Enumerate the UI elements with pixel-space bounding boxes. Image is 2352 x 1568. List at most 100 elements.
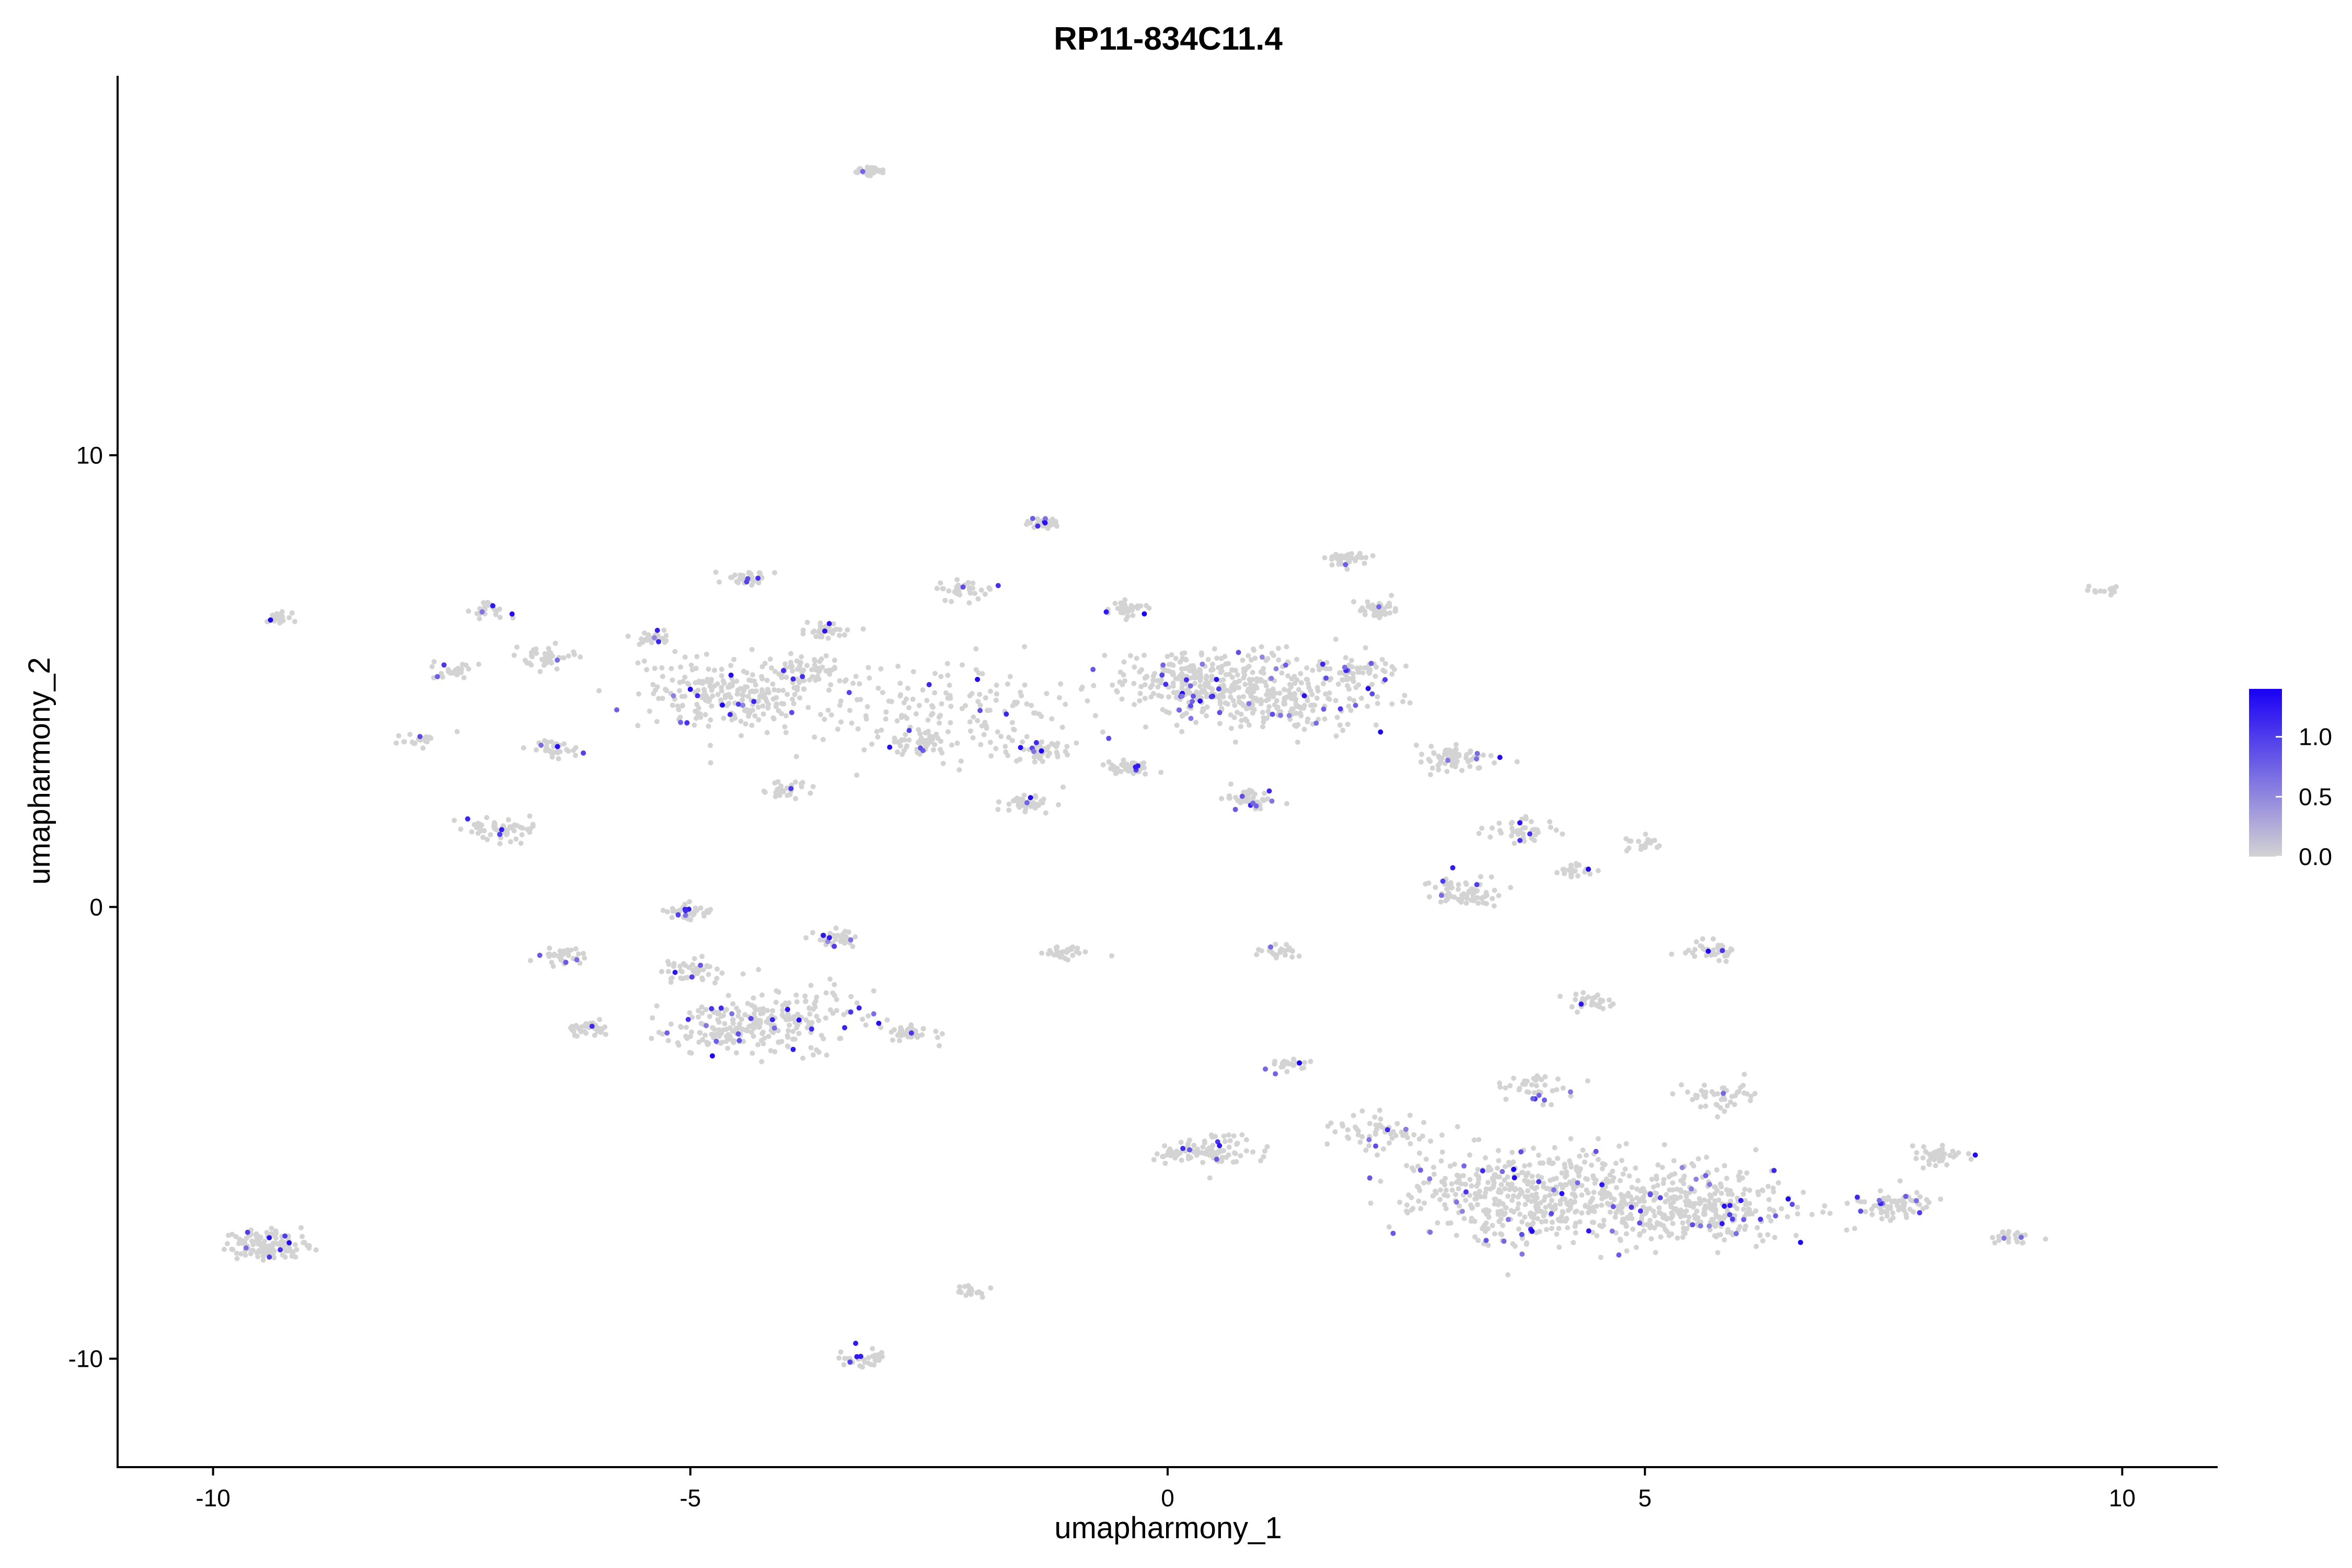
cell-point bbox=[1144, 674, 1149, 679]
cell-point bbox=[1420, 1133, 1425, 1139]
cell-point bbox=[1518, 1149, 1524, 1155]
cell-point bbox=[394, 740, 399, 746]
cell-point bbox=[1595, 1136, 1601, 1142]
cell-point bbox=[518, 840, 524, 846]
cell-point bbox=[730, 1001, 736, 1007]
cell-point bbox=[1438, 1158, 1444, 1164]
cell-point bbox=[1418, 759, 1424, 765]
cell-point bbox=[1531, 1090, 1537, 1096]
cell-point bbox=[1902, 1200, 1908, 1206]
cell-point bbox=[1515, 832, 1521, 837]
cell-point bbox=[812, 734, 817, 740]
cell-point bbox=[1747, 1098, 1753, 1103]
cell-point bbox=[783, 674, 789, 680]
cell-point bbox=[1680, 1235, 1686, 1240]
cell-point bbox=[979, 671, 985, 676]
cell-point bbox=[1955, 1150, 1961, 1156]
cell-point bbox=[722, 1008, 728, 1013]
cell-point bbox=[1498, 830, 1504, 836]
cell-point bbox=[1460, 1173, 1466, 1179]
cell-point bbox=[665, 959, 671, 964]
cell-point bbox=[1728, 1230, 1734, 1236]
cell-point bbox=[736, 1024, 742, 1030]
cell-point bbox=[458, 666, 464, 672]
cell-point bbox=[2000, 1229, 2006, 1235]
cell-point bbox=[1259, 644, 1264, 650]
cell-point bbox=[1390, 1129, 1396, 1135]
cell-point bbox=[822, 628, 828, 634]
cell-point bbox=[2019, 1235, 2024, 1240]
cell-point bbox=[1037, 754, 1043, 759]
cell-point bbox=[1682, 1213, 1688, 1218]
cell-point bbox=[688, 662, 694, 668]
cell-point bbox=[1370, 602, 1375, 608]
cell-point bbox=[1365, 704, 1370, 709]
cell-point bbox=[1421, 1180, 1427, 1186]
cell-point bbox=[1258, 1158, 1263, 1163]
cell-point bbox=[1540, 1160, 1546, 1166]
cell-point bbox=[1589, 999, 1595, 1005]
cell-point bbox=[1661, 1215, 1666, 1220]
cell-point bbox=[903, 732, 908, 737]
cell-point bbox=[772, 1049, 778, 1055]
cell-point bbox=[803, 998, 809, 1004]
cell-point bbox=[699, 1010, 705, 1016]
cell-point bbox=[1146, 605, 1152, 611]
cell-point bbox=[1328, 676, 1334, 682]
cell-point bbox=[1484, 892, 1490, 898]
cell-point bbox=[1546, 1160, 1552, 1165]
cell-point bbox=[797, 679, 802, 685]
cell-point bbox=[1243, 1137, 1249, 1143]
cell-point bbox=[582, 955, 587, 961]
cell-point bbox=[527, 958, 533, 963]
cell-point bbox=[801, 678, 807, 684]
cell-point bbox=[1121, 757, 1126, 763]
cell-point bbox=[1724, 953, 1730, 959]
cell-point bbox=[854, 1354, 860, 1359]
cell-point bbox=[1333, 733, 1339, 739]
cell-point bbox=[1679, 1165, 1685, 1170]
cell-point bbox=[1216, 686, 1221, 692]
cell-point bbox=[945, 673, 951, 678]
cell-point bbox=[1913, 1156, 1919, 1161]
cell-point bbox=[841, 632, 847, 638]
cell-point bbox=[689, 1014, 695, 1020]
cell-point bbox=[693, 905, 698, 911]
cell-point bbox=[1170, 672, 1176, 677]
cell-point bbox=[1638, 1208, 1643, 1214]
cell-point bbox=[2092, 588, 2098, 594]
cell-point bbox=[1314, 695, 1320, 701]
cell-point bbox=[1797, 1240, 1803, 1246]
cell-point bbox=[1151, 1157, 1157, 1162]
cell-point bbox=[1162, 1160, 1168, 1166]
cell-point bbox=[1647, 1192, 1653, 1197]
cell-point bbox=[850, 681, 856, 686]
cell-point bbox=[1738, 1197, 1744, 1203]
cell-point bbox=[1054, 744, 1059, 750]
cell-point bbox=[1564, 1172, 1570, 1178]
cell-point bbox=[1125, 614, 1131, 619]
cell-point bbox=[1508, 833, 1514, 839]
cell-point bbox=[1327, 666, 1333, 672]
cell-point bbox=[1785, 1196, 1791, 1202]
cell-point bbox=[1520, 831, 1526, 837]
cell-point bbox=[267, 1245, 272, 1251]
cell-point bbox=[1552, 1202, 1558, 1208]
cell-point bbox=[592, 1032, 597, 1038]
cell-point bbox=[267, 1235, 272, 1241]
cell-point bbox=[1405, 1135, 1410, 1140]
cell-point bbox=[1387, 610, 1392, 616]
cell-point bbox=[1636, 838, 1641, 844]
cell-point bbox=[793, 796, 799, 801]
cell-point bbox=[313, 1247, 319, 1253]
cell-point bbox=[1623, 1141, 1629, 1147]
cell-point bbox=[537, 952, 543, 958]
cell-point bbox=[578, 654, 583, 660]
cell-point bbox=[550, 963, 556, 969]
cell-point bbox=[1508, 1185, 1513, 1191]
cell-point bbox=[1463, 1189, 1469, 1195]
cell-point bbox=[1456, 1186, 1461, 1192]
cell-point bbox=[1742, 1186, 1748, 1192]
cell-point bbox=[1681, 1225, 1686, 1231]
cell-point bbox=[1496, 1158, 1502, 1163]
